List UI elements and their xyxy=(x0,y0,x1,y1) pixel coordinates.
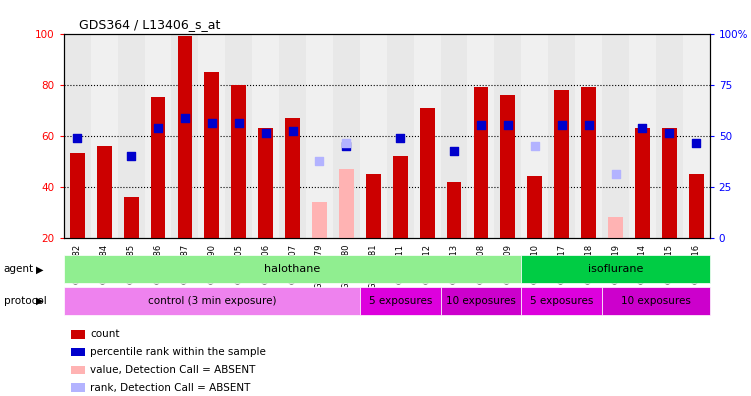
Bar xyxy=(360,287,441,315)
Bar xyxy=(414,34,441,238)
Point xyxy=(152,125,164,131)
Point xyxy=(663,130,675,136)
Bar xyxy=(151,97,165,238)
Bar xyxy=(252,34,279,238)
Bar xyxy=(554,90,569,238)
Bar xyxy=(97,146,112,238)
Point xyxy=(260,130,272,136)
Text: 5 exposures: 5 exposures xyxy=(369,296,432,306)
Bar xyxy=(279,34,306,238)
Text: count: count xyxy=(90,329,119,339)
Point xyxy=(287,128,299,134)
Bar xyxy=(441,287,521,315)
Bar xyxy=(387,34,414,238)
Bar xyxy=(441,34,467,238)
Text: isoflurane: isoflurane xyxy=(588,264,643,274)
Text: 10 exposures: 10 exposures xyxy=(621,296,691,306)
Bar xyxy=(177,36,192,238)
Text: percentile rank within the sample: percentile rank within the sample xyxy=(90,347,266,357)
Bar xyxy=(521,287,602,315)
Bar xyxy=(500,95,515,238)
Text: protocol: protocol xyxy=(4,296,47,306)
Bar xyxy=(360,34,387,238)
Bar xyxy=(366,174,381,238)
Point xyxy=(583,122,595,129)
Point xyxy=(610,171,622,177)
Bar xyxy=(575,34,602,238)
Point xyxy=(690,140,702,147)
Bar xyxy=(527,176,542,238)
Point xyxy=(313,158,325,164)
Point xyxy=(206,120,218,126)
Bar xyxy=(393,156,408,238)
Bar xyxy=(683,34,710,238)
Bar xyxy=(171,34,198,238)
Point xyxy=(340,143,352,149)
Text: GDS364 / L13406_s_at: GDS364 / L13406_s_at xyxy=(79,18,220,31)
Bar xyxy=(258,128,273,238)
Bar xyxy=(467,34,494,238)
Bar xyxy=(306,34,333,238)
Bar xyxy=(689,174,704,238)
Bar xyxy=(124,197,138,238)
Bar xyxy=(64,287,360,315)
Point xyxy=(636,125,648,131)
Text: value, Detection Call = ABSENT: value, Detection Call = ABSENT xyxy=(90,365,255,375)
Bar xyxy=(339,169,354,238)
Point xyxy=(502,122,514,129)
Point xyxy=(340,140,352,147)
Text: 5 exposures: 5 exposures xyxy=(530,296,593,306)
Point xyxy=(556,122,568,129)
Text: ▶: ▶ xyxy=(36,296,44,306)
Bar xyxy=(494,34,521,238)
Bar xyxy=(608,217,623,238)
Text: ▶: ▶ xyxy=(36,264,44,274)
Text: 10 exposures: 10 exposures xyxy=(446,296,516,306)
Text: agent: agent xyxy=(4,264,34,274)
Point xyxy=(179,114,191,121)
Bar xyxy=(64,255,521,283)
Point xyxy=(448,148,460,154)
Bar xyxy=(656,34,683,238)
Bar xyxy=(64,34,91,238)
Bar xyxy=(312,202,327,238)
Bar xyxy=(447,181,461,238)
Point xyxy=(475,122,487,129)
Bar xyxy=(70,154,85,238)
Bar xyxy=(420,108,435,238)
Bar xyxy=(204,72,219,238)
Bar xyxy=(144,34,171,238)
Bar xyxy=(521,34,548,238)
Bar xyxy=(602,287,710,315)
Point xyxy=(233,120,245,126)
Point xyxy=(71,135,83,141)
Bar xyxy=(581,87,596,238)
Bar xyxy=(225,34,252,238)
Bar xyxy=(662,128,677,238)
Text: rank, Detection Call = ABSENT: rank, Detection Call = ABSENT xyxy=(90,383,251,393)
Point xyxy=(529,143,541,149)
Bar xyxy=(474,87,488,238)
Bar xyxy=(602,34,629,238)
Bar xyxy=(521,255,710,283)
Bar xyxy=(91,34,118,238)
Point xyxy=(125,153,137,159)
Bar xyxy=(198,34,225,238)
Bar xyxy=(548,34,575,238)
Bar xyxy=(333,34,360,238)
Point xyxy=(394,135,406,141)
Bar xyxy=(629,34,656,238)
Bar xyxy=(635,128,650,238)
Bar xyxy=(285,118,300,238)
Text: control (3 min exposure): control (3 min exposure) xyxy=(148,296,276,306)
Text: halothane: halothane xyxy=(264,264,321,274)
Bar xyxy=(118,34,144,238)
Bar xyxy=(231,85,246,238)
